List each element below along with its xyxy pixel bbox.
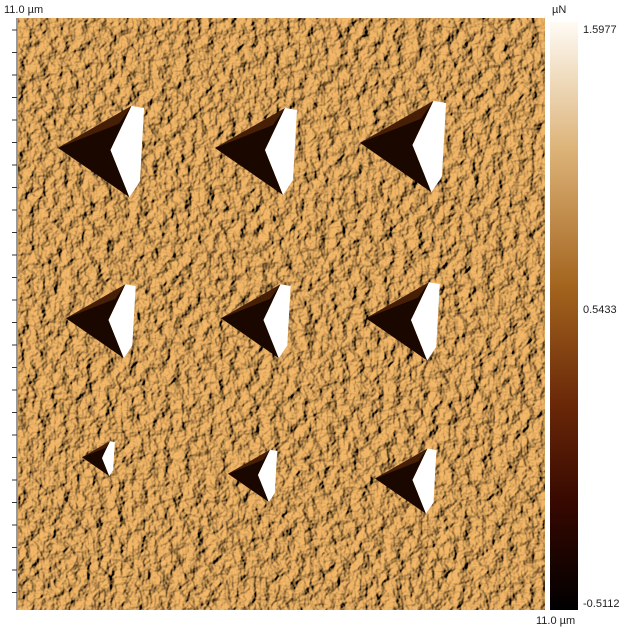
scan-size-label: 11.0 µm — [536, 615, 575, 627]
colorbar-min: -0.5112 — [583, 598, 620, 610]
left-ticks — [12, 29, 17, 593]
colorbar-max: 1.5977 — [583, 24, 617, 36]
colorbar-unit: µN — [552, 4, 566, 16]
colorbar — [550, 22, 578, 610]
colorbar-mid: 0.5433 — [583, 304, 617, 316]
scan-size-label: 11.0 µm — [4, 4, 43, 16]
